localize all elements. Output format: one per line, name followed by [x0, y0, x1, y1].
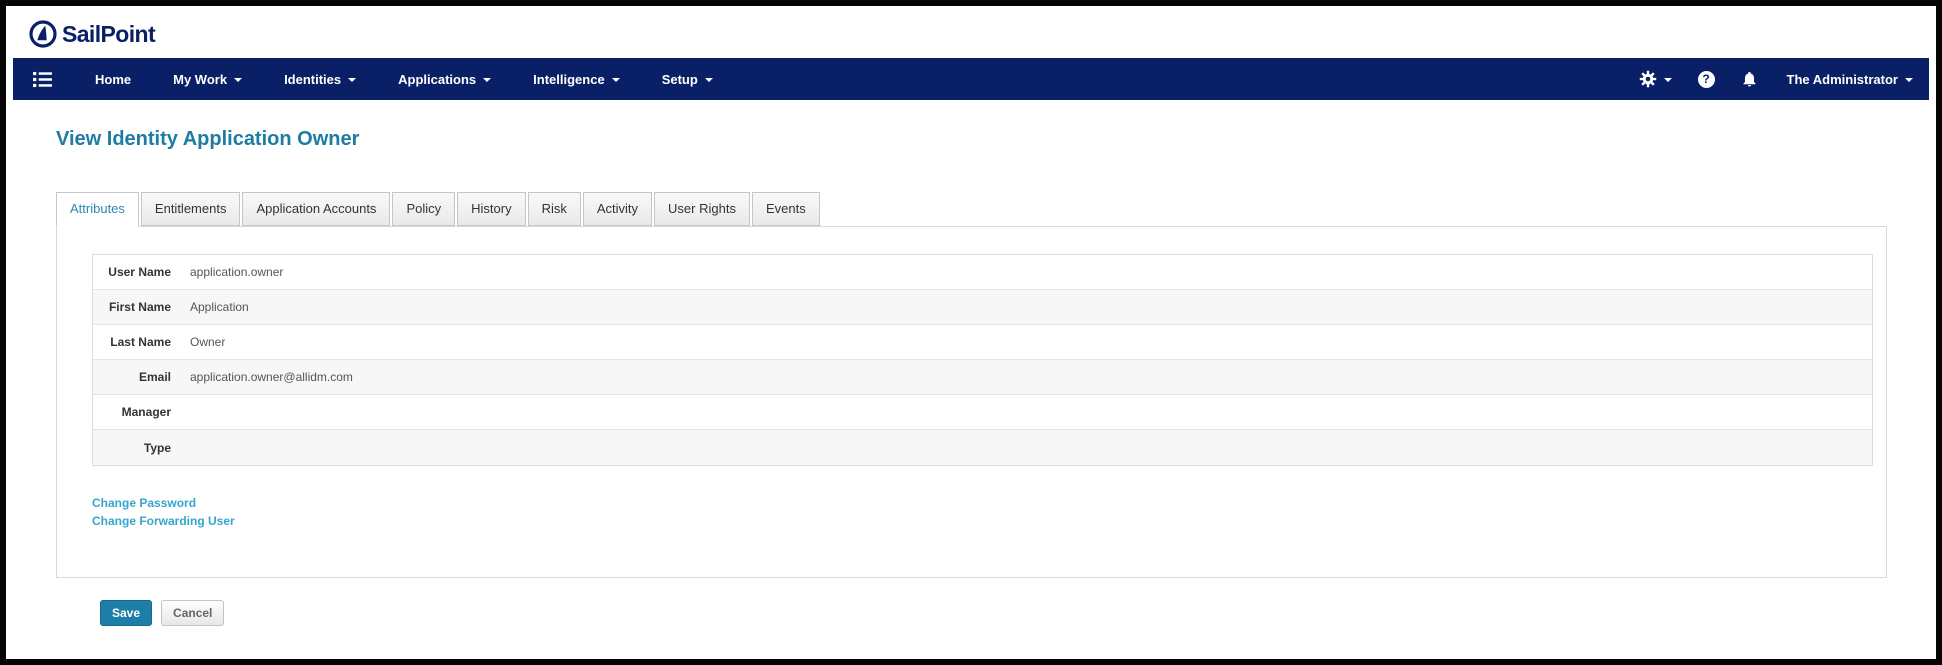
cancel-button[interactable]: Cancel [161, 600, 225, 626]
form-actions: Save Cancel [100, 600, 1887, 626]
tab[interactable]: Application Accounts [242, 192, 391, 226]
tab[interactable]: Attributes [56, 192, 139, 227]
nav-item[interactable]: Applications [377, 58, 512, 100]
chevron-down-icon [1663, 78, 1672, 82]
chevron-down-icon [704, 78, 713, 82]
tab[interactable]: User Rights [654, 192, 750, 226]
field-label: First Name [108, 300, 171, 314]
field-value: application.owner [190, 265, 284, 279]
nav-item[interactable]: Intelligence [512, 58, 641, 100]
field-value: Owner [190, 335, 226, 349]
tab[interactable]: Policy [392, 192, 456, 226]
chevron-down-icon [234, 78, 243, 82]
field-label: Manager [121, 405, 171, 419]
attributes-table: User Name application.owner First Name A… [92, 254, 1873, 466]
chevron-down-icon [1905, 78, 1913, 82]
user-menu[interactable]: The Administrator [1787, 72, 1913, 87]
nav-item[interactable]: Home [95, 71, 132, 87]
field-value: Application [190, 300, 249, 314]
page-title: View Identity Application Owner [56, 128, 360, 150]
user-name: The Administrator [1786, 71, 1898, 87]
tab[interactable]: Risk [527, 192, 581, 226]
nav-right-icons: ? The Administrator [1626, 58, 1913, 100]
main-content: View Identity Application Owner Attribut… [6, 100, 1936, 626]
save-button[interactable]: Save [100, 600, 153, 626]
change-link[interactable]: Change Password [92, 496, 197, 510]
field-label: Last Name [110, 335, 171, 349]
question-circle-icon[interactable]: ? [1685, 58, 1728, 100]
field-value: application.owner@allidm.com [190, 370, 353, 384]
field-label: Email [138, 370, 171, 384]
field-label: Type [143, 440, 171, 455]
logo-header: SailPoint [6, 6, 1936, 58]
table-row: Type [93, 430, 1872, 465]
list-menu-icon[interactable] [33, 71, 52, 88]
sailpoint-logo: SailPoint [28, 19, 156, 49]
table-row: First Name Application [93, 290, 1872, 325]
chevron-down-icon [483, 78, 492, 82]
table-row: Last Name Owner [93, 325, 1872, 360]
tab[interactable]: Entitlements [140, 192, 241, 226]
table-row: Email application.owner@allidm.com [93, 360, 1872, 395]
gear-icon[interactable] [1626, 58, 1685, 100]
panel-links: Change Password Change Forwarding User [92, 494, 1873, 530]
change-link[interactable]: Change Forwarding User [92, 514, 235, 528]
tab[interactable]: History [457, 192, 526, 226]
top-navigation-bar: Home My Work Identities Applications Int… [13, 58, 1929, 100]
table-row: Manager [93, 395, 1872, 430]
tab[interactable]: Activity [582, 192, 653, 226]
nav-menu: Home My Work Identities Applications Int… [74, 58, 734, 100]
nav-item[interactable]: Identities [263, 58, 377, 100]
attributes-panel: User Name application.owner First Name A… [56, 226, 1887, 578]
chevron-down-icon [348, 78, 357, 82]
tab-bar: Attributes Entitlements Application Acco… [56, 192, 1887, 227]
chevron-down-icon [611, 78, 620, 82]
bell-icon[interactable] [1728, 58, 1771, 100]
field-label: User Name [108, 265, 171, 279]
brand-name: SailPoint [62, 20, 156, 47]
tab[interactable]: Events [751, 192, 820, 226]
table-row: User Name application.owner [93, 255, 1872, 290]
sailpoint-sailboat-icon [28, 19, 58, 49]
nav-item[interactable]: My Work [152, 58, 263, 100]
nav-item[interactable]: Setup [641, 58, 734, 100]
